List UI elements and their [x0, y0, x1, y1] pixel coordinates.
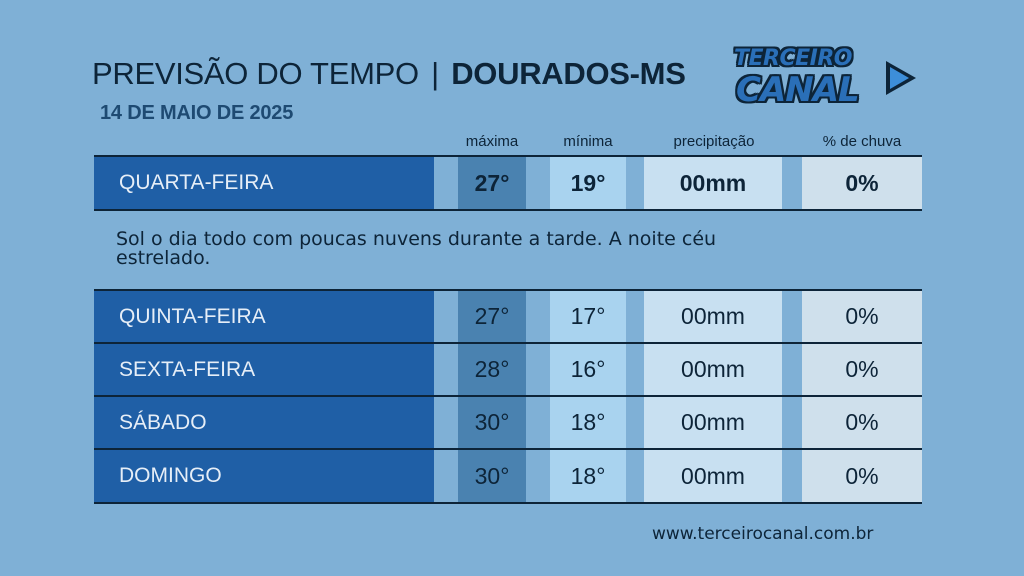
max-temp: 30° [458, 450, 526, 502]
forecast-row: SEXTA-FEIRA 28° 16° 00mm 0% [94, 342, 922, 395]
forecast-date: 14 DE MAIO DE 2025 [100, 102, 294, 124]
precipitation: 00mm [644, 450, 782, 502]
title-city: DOURADOS-MS [451, 56, 686, 91]
logo-line1: TERCEIRO [734, 46, 852, 71]
logo-line2: CANAL [736, 70, 860, 110]
rain-chance: 0% [802, 450, 922, 502]
page-title: PREVISÃO DO TEMPO | DOURADOS-MS [92, 56, 686, 92]
day-label: QUARTA-FEIRA [94, 157, 434, 209]
rain-chance: 0% [802, 291, 922, 342]
max-temp: 27° [458, 157, 526, 209]
max-temp: 28° [458, 344, 526, 395]
precipitation: 00mm [644, 397, 782, 448]
title-separator: | [431, 56, 439, 91]
min-temp: 16° [550, 344, 626, 395]
day-label: DOMINGO [94, 450, 434, 502]
column-header-precip: precipitação [673, 133, 755, 150]
column-header-max: máxima [465, 133, 519, 150]
min-temp: 18° [550, 450, 626, 502]
precipitation: 00mm [644, 157, 782, 209]
forecast-row-today: QUARTA-FEIRA 27° 19° 00mm 0% [94, 155, 922, 211]
min-temp: 17° [550, 291, 626, 342]
rain-chance: 0% [802, 344, 922, 395]
rain-chance: 0% [802, 397, 922, 448]
day-label: QUINTA-FEIRA [94, 291, 434, 342]
min-temp: 18° [550, 397, 626, 448]
precipitation: 00mm [644, 291, 782, 342]
column-header-rain-chance: % de chuva [822, 133, 902, 150]
brand-logo[interactable]: TERCEIRO CANAL [730, 46, 930, 112]
column-header-min: mínima [563, 133, 613, 150]
day-label: SÁBADO [94, 397, 434, 448]
min-temp: 19° [550, 157, 626, 209]
weather-description: Sol o dia todo com poucas nuvens durante… [116, 228, 717, 269]
forecast-row: DOMINGO 30° 18° 00mm 0% [94, 448, 922, 504]
rain-chance: 0% [802, 157, 922, 209]
max-temp: 27° [458, 291, 526, 342]
precipitation: 00mm [644, 344, 782, 395]
forecast-row: SÁBADO 30° 18° 00mm 0% [94, 395, 922, 448]
day-label: SEXTA-FEIRA [94, 344, 434, 395]
forecast-row: QUINTA-FEIRA 27° 17° 00mm 0% [94, 289, 922, 342]
title-prefix: PREVISÃO DO TEMPO [92, 56, 419, 91]
website-link[interactable]: www.terceirocanal.com.br [652, 524, 874, 544]
play-icon [886, 61, 916, 95]
max-temp: 30° [458, 397, 526, 448]
